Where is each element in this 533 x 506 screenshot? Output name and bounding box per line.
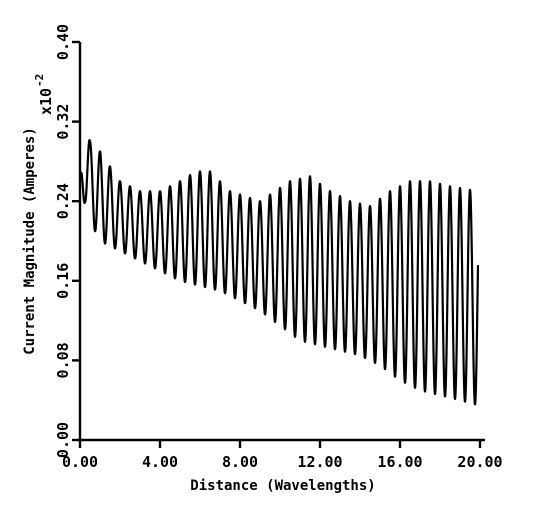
ticks — [72, 40, 482, 448]
x-tick-label: 4.00 — [142, 453, 178, 471]
x-tick-label: 8.00 — [222, 453, 258, 471]
y-tick-label: 0.24 — [54, 183, 72, 219]
x-tick-label: 16.00 — [377, 453, 422, 471]
y-tick-label: 0.40 — [54, 24, 72, 60]
y-multiplier: x10 -2 — [33, 74, 55, 115]
series-0-line — [78, 138, 480, 406]
y-tick-label: 0.16 — [54, 263, 72, 299]
tick-labels: 0.00 4.00 8.00 12.00 16.00 20.00 0.00 0.08 0.16 0… — [54, 24, 503, 471]
y-multiplier-exponent: -2 — [33, 74, 46, 87]
x-tick-label: 12.00 — [297, 453, 342, 471]
x-tick-label: 0.00 — [62, 453, 98, 471]
y-axis-title: Current Magnitude (Amperes) — [22, 127, 38, 355]
x-axis-title: Distance (Wavelengths) — [190, 478, 375, 494]
y-tick-label: 0.00 — [54, 422, 72, 458]
y-tick-label: 0.32 — [54, 104, 72, 140]
y-tick-label: 0.08 — [54, 342, 72, 378]
axes — [78, 42, 485, 442]
x-tick-label: 20.00 — [457, 453, 502, 471]
y-multiplier-text: x10 — [37, 88, 55, 115]
